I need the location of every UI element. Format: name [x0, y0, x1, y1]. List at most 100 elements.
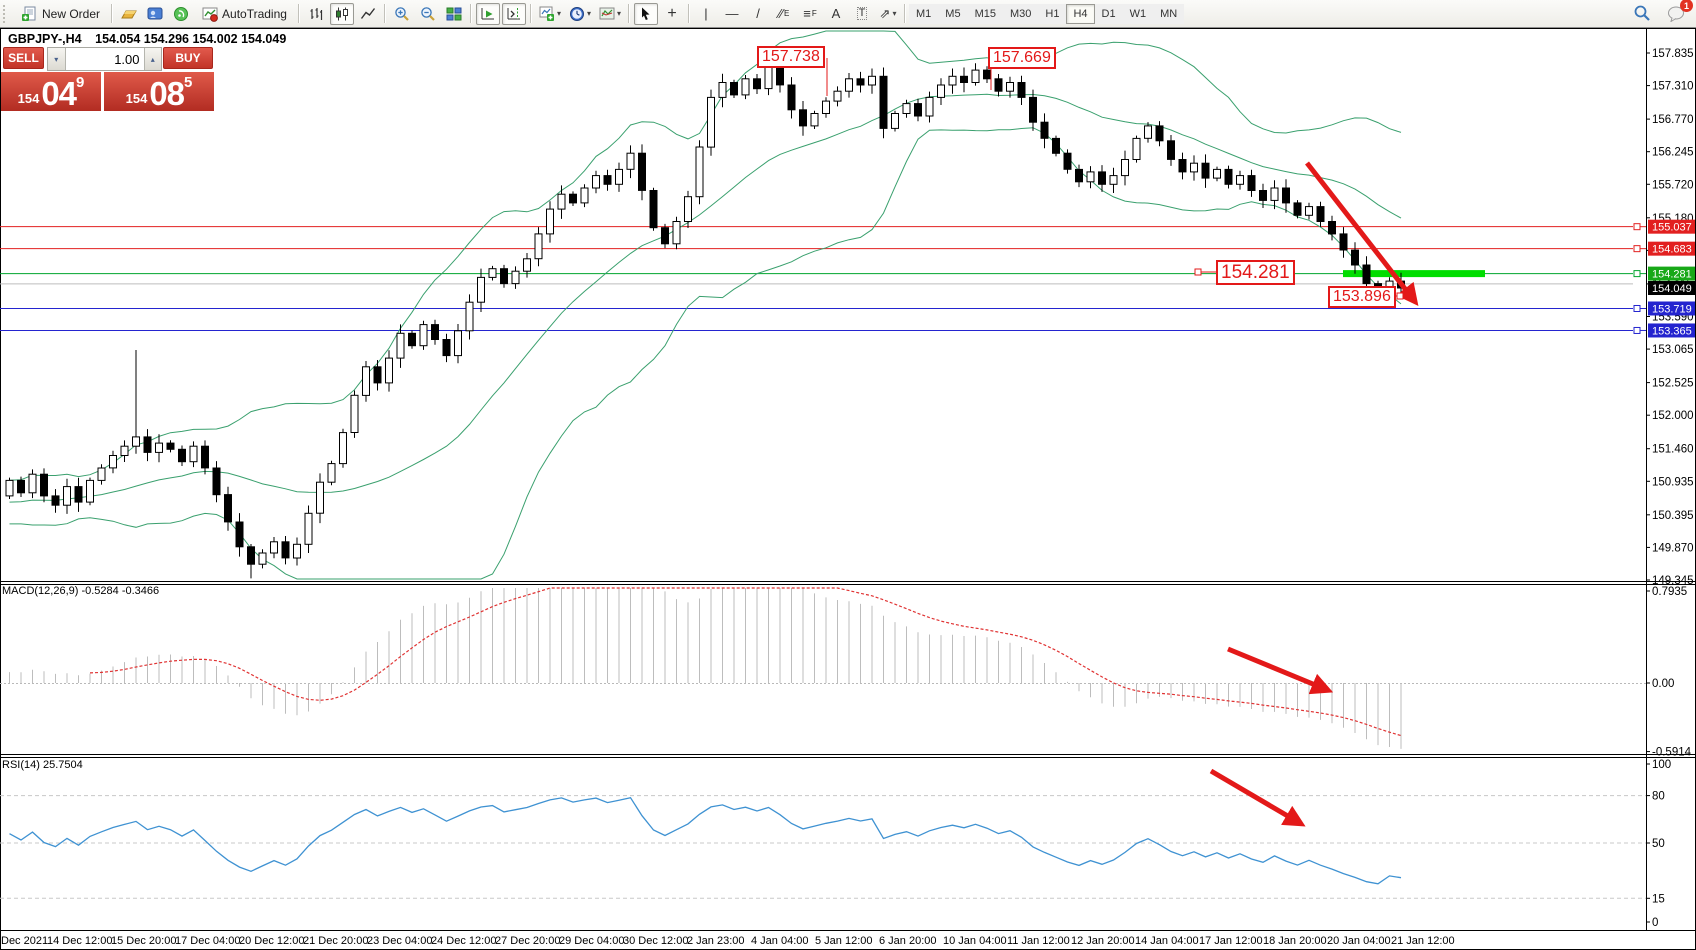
- price-annotation[interactable]: 157.738: [757, 46, 825, 68]
- bull-candle: [1305, 206, 1313, 216]
- toolbar-right-group: 1: [1629, 0, 1693, 24]
- bull-candle: [316, 481, 324, 514]
- level-anchor-square[interactable]: [1633, 245, 1641, 253]
- bull-candle: [626, 152, 635, 170]
- rsi-line: [9, 796, 1402, 885]
- autotrading-button[interactable]: AutoTrading: [195, 3, 294, 25]
- clock-icon: [569, 6, 585, 22]
- bear-candle: [661, 227, 669, 245]
- bull-candle: [454, 330, 462, 357]
- volume-decrease-button[interactable]: ▾: [48, 48, 65, 70]
- vertical-line-tool-button[interactable]: |: [694, 3, 718, 25]
- timeframe-m1-button[interactable]: M1: [909, 3, 939, 24]
- price-tick-label: 157.835: [1652, 48, 1694, 60]
- level-anchor-square[interactable]: [1633, 223, 1641, 231]
- one-click-trading-panel: SELL ▾ ▴ BUY 154 04 9 154 08 5: [1, 47, 215, 111]
- sell-price-display[interactable]: 154 04 9: [1, 72, 101, 111]
- line-chart-button[interactable]: [356, 3, 380, 25]
- cursor-tool-button[interactable]: [634, 2, 658, 25]
- timeframe-m30-button[interactable]: M30: [1002, 3, 1039, 24]
- equidistant-channel-icon: ∕∕: [778, 6, 783, 21]
- toolbar: New Order AutoTrading ▾ ▾ ▾ + | — / ∕∕ E …: [0, 0, 1696, 28]
- level-anchor-square[interactable]: [1633, 326, 1641, 334]
- buy-button[interactable]: BUY: [163, 47, 213, 69]
- arrows-tool-button[interactable]: ⇗ ▾: [876, 3, 900, 25]
- price-annotation[interactable]: 154.281: [1216, 260, 1295, 286]
- bear-candle: [247, 546, 255, 565]
- macd-signal-line: [89, 587, 1402, 737]
- template-button[interactable]: ▾: [596, 3, 624, 25]
- horizontal-line-tool-button[interactable]: —: [720, 3, 744, 25]
- candlestick-button[interactable]: [329, 2, 354, 25]
- fibonacci-tool-button[interactable]: ≡ F: [798, 3, 822, 25]
- notifications-button[interactable]: 1: [1664, 0, 1693, 24]
- timeframe-w1-button[interactable]: W1: [1122, 3, 1154, 24]
- price-badge: [1648, 219, 1695, 234]
- new-order-label: New Order: [42, 6, 101, 21]
- bull-candle: [1190, 162, 1198, 173]
- volume-increase-button[interactable]: ▴: [144, 48, 161, 70]
- bear-candle: [649, 190, 658, 229]
- timeframe-h1-button[interactable]: H1: [1038, 3, 1067, 24]
- bull-candle: [684, 196, 692, 222]
- trend-arrow[interactable]: [1305, 161, 1419, 306]
- bull-candle: [63, 486, 71, 506]
- volume-input[interactable]: [64, 48, 145, 70]
- period-button[interactable]: ▾: [566, 3, 594, 25]
- sell-button[interactable]: SELL: [3, 47, 44, 69]
- signals-button[interactable]: [169, 3, 193, 25]
- timeframe-m15-button[interactable]: M15: [967, 3, 1003, 24]
- macd-indicator-label: MACD(12,26,9) -0.5284 -0.3466: [2, 585, 160, 597]
- new-order-button[interactable]: New Order: [14, 3, 107, 25]
- buy-price-sup: 5: [184, 74, 193, 91]
- bull-candle: [925, 96, 934, 117]
- zoom-in-button[interactable]: [390, 3, 414, 25]
- text-label-tool-button[interactable]: T: [850, 3, 874, 25]
- new-chart-button[interactable]: ▾: [536, 3, 564, 25]
- bull-candle: [707, 96, 715, 148]
- time-axis-label: 17 Jan 12:00: [1199, 935, 1263, 947]
- search-button[interactable]: [1630, 2, 1654, 24]
- zoom-in-icon: [394, 6, 410, 22]
- timeframe-m5-button[interactable]: M5: [938, 3, 968, 24]
- bull-candle: [511, 270, 520, 285]
- trendline-tool-button[interactable]: /: [746, 3, 770, 25]
- tile-windows-button[interactable]: [442, 3, 466, 25]
- level-anchor-square[interactable]: [1633, 270, 1641, 278]
- text-label-icon: T: [856, 7, 868, 20]
- macd-tick-label: 0.00: [1652, 678, 1674, 690]
- timeframe-d1-button[interactable]: D1: [1094, 3, 1123, 24]
- ingot-button[interactable]: [117, 3, 141, 25]
- price-annotation[interactable]: 153.896: [1328, 286, 1396, 308]
- client-terminal-button[interactable]: [143, 3, 167, 25]
- autoscroll-button[interactable]: [475, 2, 500, 25]
- crosshair-tool-button[interactable]: +: [660, 3, 684, 25]
- buy-price-display[interactable]: 154 08 5: [104, 72, 214, 111]
- timeframe-mn-button[interactable]: MN: [1153, 3, 1185, 24]
- trend-arrow[interactable]: [1209, 768, 1306, 827]
- price-badge-label: 153.719: [1652, 303, 1692, 315]
- rsi-indicator-label: RSI(14) 25.7504: [2, 759, 83, 771]
- price-annotation[interactable]: 157.669: [988, 47, 1056, 69]
- timeframe-h4-button[interactable]: H4: [1066, 3, 1095, 24]
- bar-chart-button[interactable]: [304, 3, 328, 25]
- channel-sub-label: E: [784, 9, 790, 18]
- text-tool-button[interactable]: A: [824, 3, 848, 25]
- level-anchor-square[interactable]: [1633, 304, 1641, 312]
- bull-candle: [385, 357, 393, 384]
- time-axis-label: 11 Jan 12:00: [1007, 935, 1070, 947]
- bull-candle: [1144, 125, 1152, 139]
- support-highlight-bar[interactable]: [1343, 270, 1485, 278]
- trend-arrow[interactable]: [1227, 646, 1334, 695]
- chevron-down-icon: ▾: [586, 9, 591, 18]
- sell-price-prefix: 154: [17, 91, 40, 106]
- zoom-out-button[interactable]: [416, 3, 440, 25]
- toolbar-separator: [904, 4, 906, 23]
- time-axis-label: 23 Dec 04:00: [367, 935, 432, 947]
- channel-tool-button[interactable]: ∕∕ E: [772, 3, 796, 25]
- bull-candle: [672, 221, 681, 245]
- bear-candle: [603, 175, 612, 185]
- bollinger-lower-band: [9, 127, 1402, 580]
- chart-shift-button[interactable]: [501, 2, 526, 25]
